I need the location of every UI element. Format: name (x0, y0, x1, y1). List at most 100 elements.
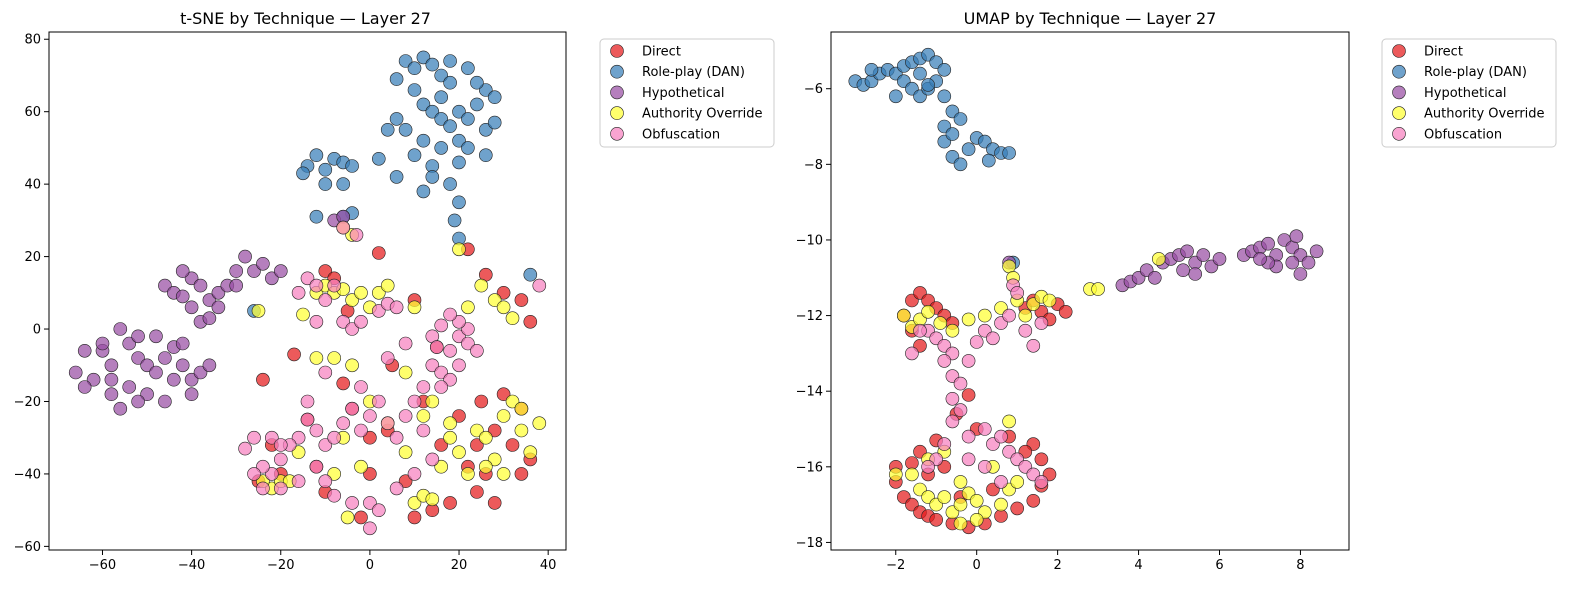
tsne-point-role-play-dan--7 (416, 97, 431, 112)
tsne-point-hypothetical-31 (211, 285, 226, 300)
tsne-point-authority-override-31 (354, 459, 368, 474)
tsne-point-direct-0 (256, 372, 270, 387)
tsne-point-role-play-dan--30 (416, 184, 431, 199)
tsne-xtick-label-4: 20 (451, 558, 468, 573)
tsne-legend-label-1: Role-play (DAN) (642, 65, 745, 80)
tsne-point-authority-override-35 (452, 242, 466, 257)
tsne-point-role-play-dan--22 (407, 148, 422, 162)
tsne-point-hypothetical-40 (184, 300, 199, 315)
tsne-point-role-play-dan--2 (416, 50, 431, 65)
tsne-point-role-play-dan--20 (389, 112, 404, 126)
tsne-point-hypothetical-41 (175, 264, 190, 278)
umap-point-authority-override-29 (994, 497, 1008, 512)
tsne-point-role-play-dan--6 (407, 83, 422, 97)
umap-point-obfuscation-37 (969, 335, 984, 349)
tsne-point-authority-override-6 (345, 293, 359, 307)
tsne-point-obfuscation-63 (264, 430, 279, 445)
tsne-panel: t-SNE by Technique — Layer 27 −60 −40 −20 0… (14, 9, 775, 573)
umap-point-hypothetical-17 (1261, 236, 1275, 251)
tsne-point-direct-21 (407, 510, 422, 525)
tsne-point-hypothetical-30 (202, 293, 217, 307)
tsne-point-direct-9 (514, 293, 529, 307)
tsne-point-hypothetical-17 (131, 394, 145, 409)
umap-point-authority-override-19 (905, 467, 919, 482)
tsne-point-role-play-dan--42 (309, 209, 324, 224)
tsne-point-obfuscation-17 (264, 467, 279, 481)
umap-point-obfuscation-11 (977, 422, 992, 436)
tsne-point-role-play-dan--8 (425, 104, 440, 119)
tsne-point-hypothetical-47 (77, 380, 92, 394)
tsne-point-hypothetical-49 (131, 329, 145, 344)
tsne-point-authority-override-18 (461, 467, 475, 481)
umap-point-authority-override-3 (921, 304, 935, 319)
tsne-point-role-play-dan--5 (443, 75, 457, 90)
tsne-x-ticks: −60 −40 −20 0 20 40 (89, 550, 556, 573)
umap-point-authority-override-18 (1152, 252, 1166, 266)
tsne-point-authority-override-25 (523, 445, 538, 460)
tsne-point-hypothetical-43 (211, 300, 226, 315)
tsne-point-obfuscation-28 (363, 521, 377, 536)
tsne-point-role-play-dan--38 (318, 177, 333, 191)
umap-point-hypothetical-12 (1212, 252, 1227, 266)
tsne-point-obfuscation-40 (443, 343, 457, 358)
umap-point-direct-15 (961, 388, 976, 402)
tsne-point-obfuscation-39 (416, 380, 431, 394)
tsne-point-role-play-dan--10 (443, 119, 457, 133)
umap-point-authority-override-14 (1002, 259, 1016, 274)
tsne-point-obfuscation-55 (345, 322, 359, 336)
tsne-xtick-label-0: −60 (89, 558, 116, 573)
tsne-point-obfuscation-47 (470, 343, 484, 358)
umap-ytick-label-6: −6 (804, 82, 823, 97)
tsne-point-direct-36 (398, 474, 413, 489)
tsne-point-hypothetical-5 (158, 351, 172, 365)
umap-point-authority-override-17 (1091, 282, 1105, 296)
tsne-legend-frame (599, 38, 775, 148)
umap-point-direct-26 (994, 509, 1008, 523)
umap-point-direct-28 (1026, 493, 1041, 508)
tsne-point-obfuscation-57 (371, 304, 386, 318)
tsne-legend-marker-2 (610, 85, 624, 100)
tsne-point-role-play-dan--44 (389, 170, 404, 184)
tsne-point-role-play-dan--46 (487, 90, 502, 104)
tsne-point-hypothetical-37 (264, 271, 279, 286)
tsne-point-authority-override-32 (340, 510, 355, 525)
tsne-point-authority-override-17 (452, 445, 466, 460)
tsne-point-hypothetical-42 (202, 311, 217, 326)
tsne-point-authority-override-42 (309, 351, 324, 365)
tsne-point-role-play-dan--52 (470, 75, 484, 90)
tsne-point-hypothetical-9 (193, 365, 208, 380)
tsne-points (68, 50, 547, 536)
tsne-ytick-label-7: 80 (24, 33, 41, 48)
tsne-point-obfuscation-18 (256, 459, 270, 474)
tsne-point-obfuscation-8 (371, 394, 386, 409)
tsne-point-hypothetical-0 (113, 322, 128, 336)
tsne-point-hypothetical-48 (104, 372, 119, 387)
umap-point-authority-override-39 (969, 512, 984, 527)
umap-axes-frame (830, 31, 1350, 551)
tsne-point-obfuscation-13 (416, 423, 431, 438)
tsne-point-hypothetical-1 (122, 336, 136, 351)
tsne-point-authority-override-41 (407, 300, 422, 315)
umap-point-role-play-dan--11 (937, 63, 952, 77)
umap-point-hypothetical-24 (1285, 255, 1300, 270)
tsne-point-hypothetical-34 (238, 249, 252, 264)
tsne-point-obfuscation-22 (291, 474, 306, 489)
tsne-point-hypothetical-50 (158, 394, 172, 409)
tsne-point-authority-override-37 (487, 293, 502, 307)
umap-legend-marker-1 (1392, 64, 1406, 79)
tsne-point-obfuscation-49 (300, 271, 315, 286)
umap-point-obfuscation-8 (953, 403, 968, 417)
tsne-legend-marker-3 (610, 106, 624, 120)
tsne-point-hypothetical-44 (229, 278, 243, 293)
umap-point-direct-14 (1058, 304, 1073, 319)
umap-point-obfuscation-34 (1034, 475, 1049, 489)
tsne-point-obfuscation-38 (434, 380, 449, 394)
tsne-point-role-play-dan--37 (296, 166, 310, 181)
umap-xtick-label-4: 6 (1215, 558, 1223, 573)
tsne-point-obfuscation-50 (309, 278, 324, 293)
tsne-point-obfuscation-12 (407, 394, 422, 409)
tsne-point-obfuscation-3 (327, 430, 342, 445)
tsne-point-authority-override-51 (496, 467, 511, 481)
tsne-point-obfuscation-60 (309, 314, 324, 329)
tsne-point-authority-override-1 (296, 307, 310, 322)
